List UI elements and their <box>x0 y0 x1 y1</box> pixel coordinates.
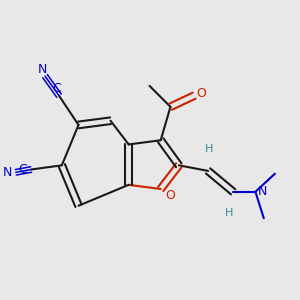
Text: C: C <box>18 163 27 176</box>
Text: H: H <box>225 208 233 218</box>
Text: H: H <box>205 144 214 154</box>
Text: O: O <box>196 87 206 100</box>
Text: O: O <box>166 190 176 202</box>
Text: N: N <box>258 185 267 198</box>
Text: C: C <box>52 82 61 95</box>
Text: N: N <box>38 63 47 76</box>
Text: N: N <box>3 166 12 179</box>
